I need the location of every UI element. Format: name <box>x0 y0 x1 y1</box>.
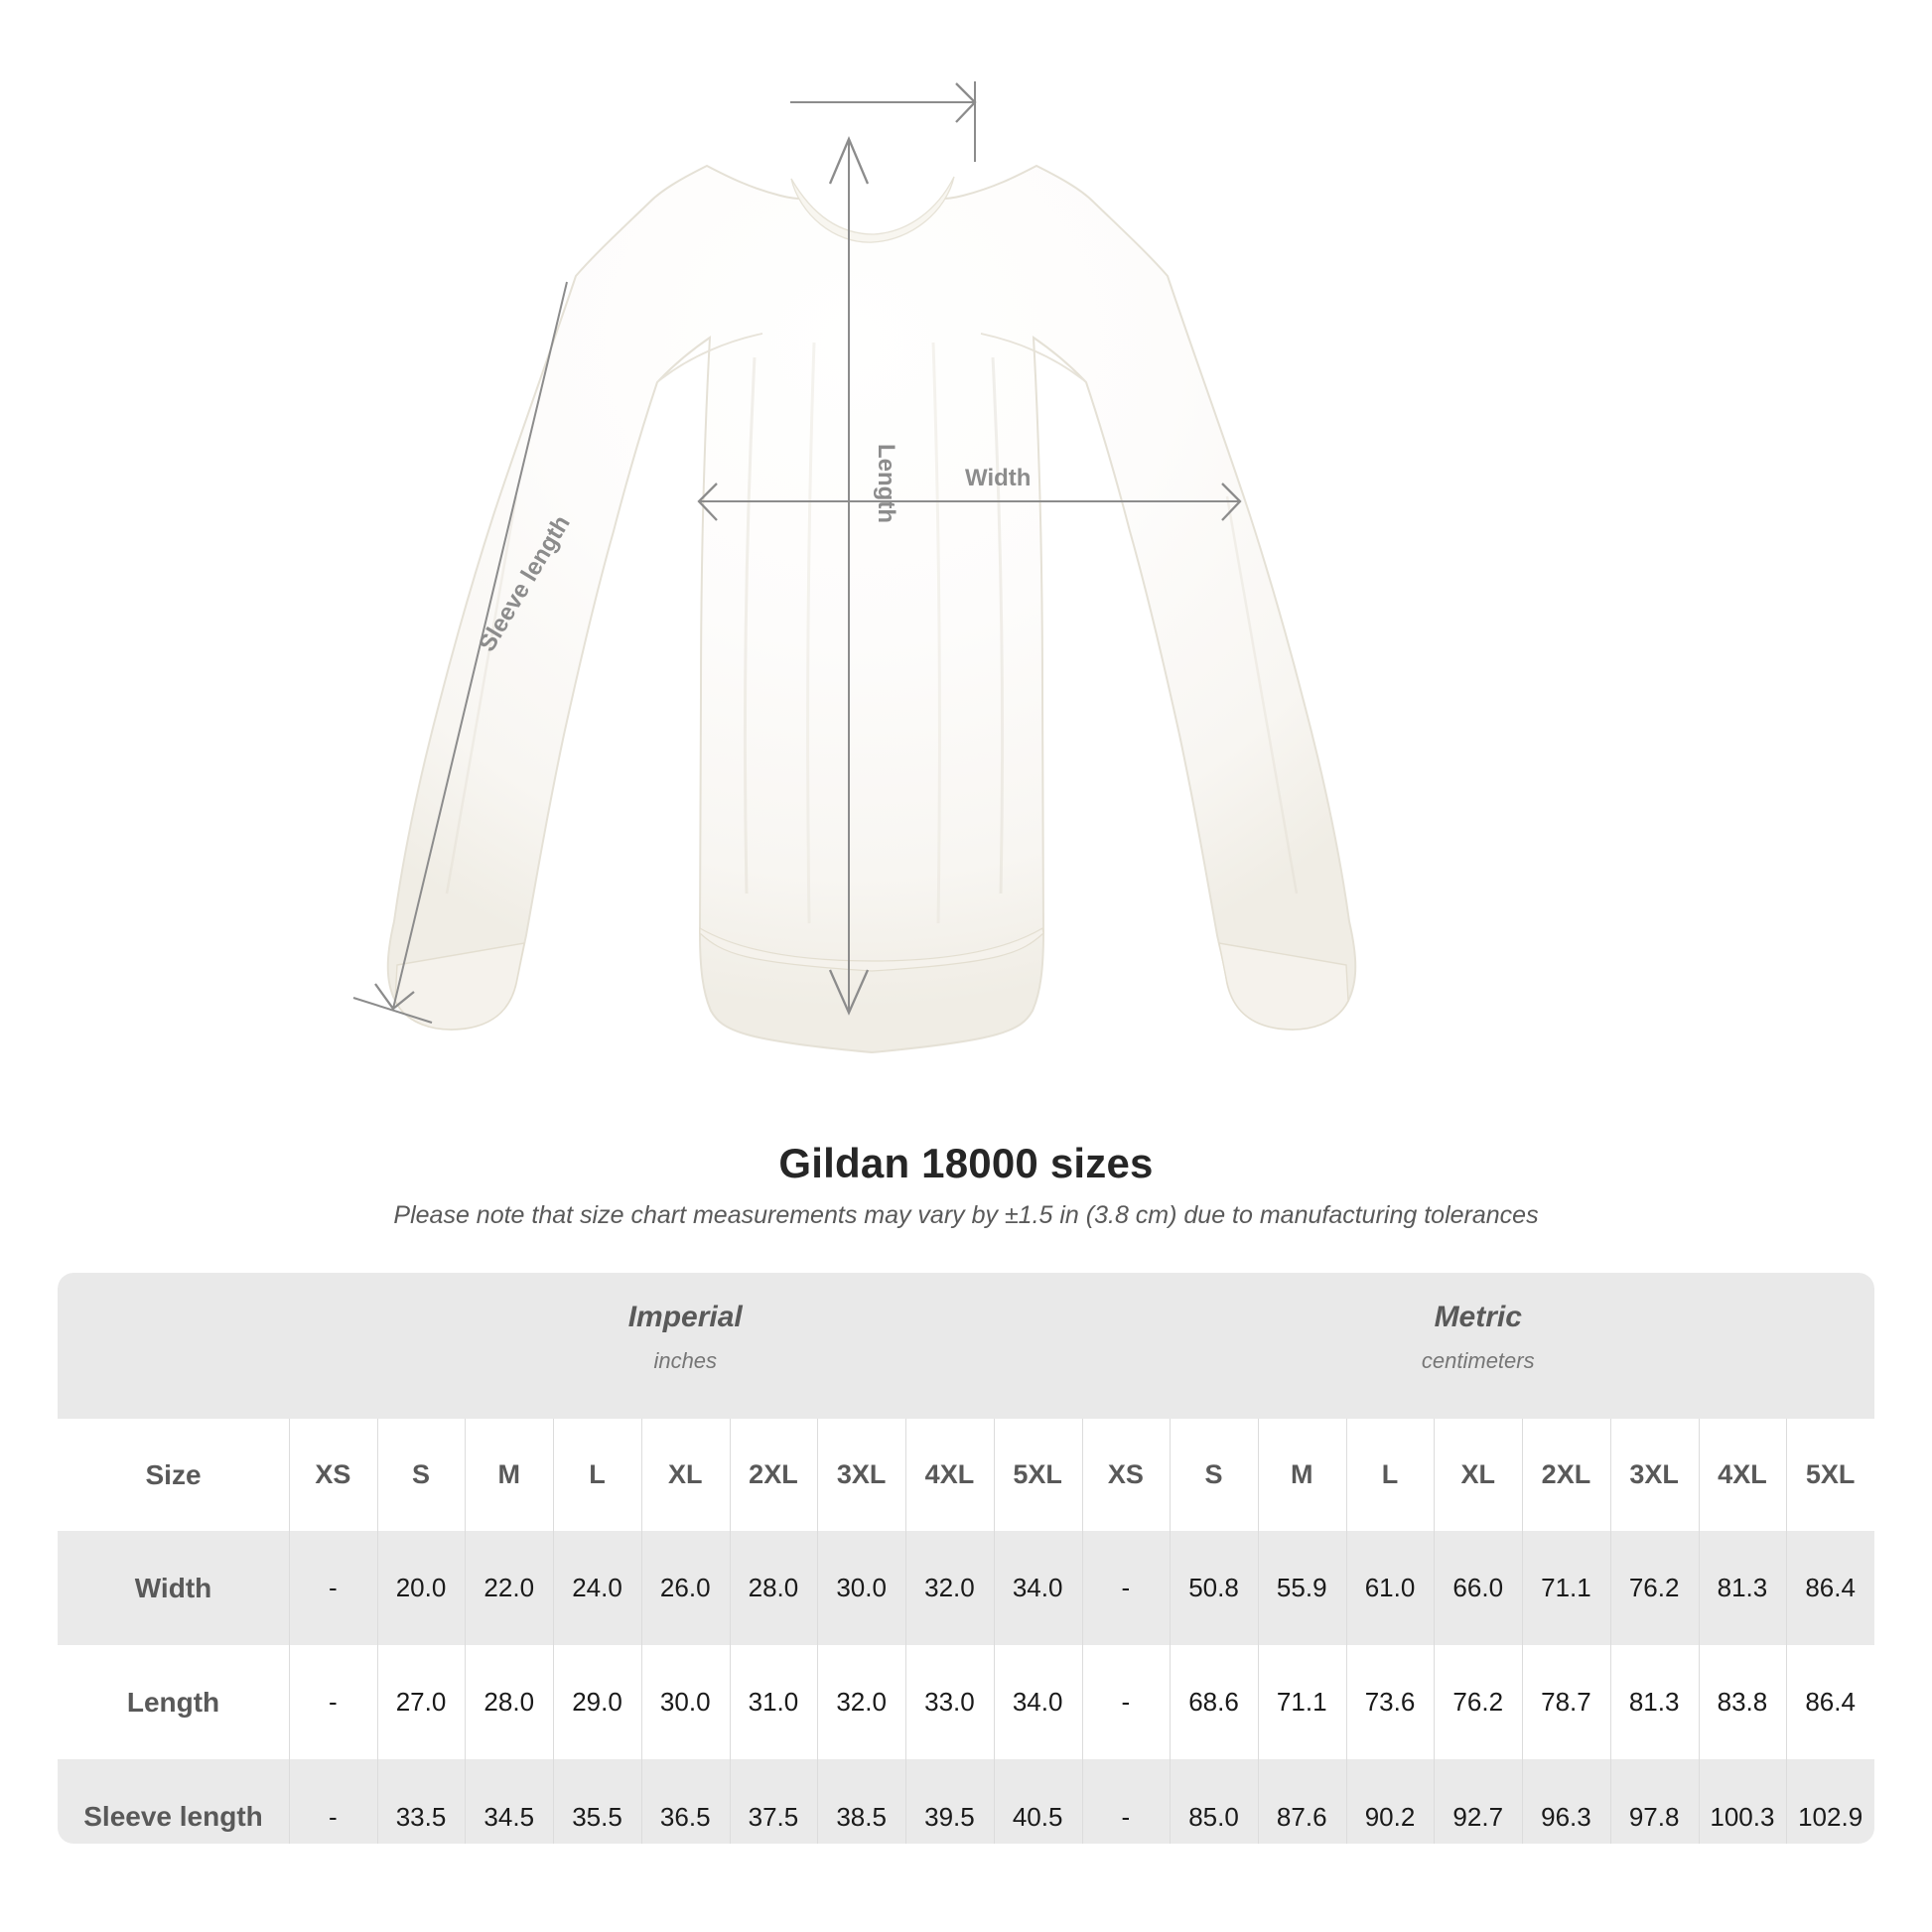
svg-text:Length: Length <box>873 444 899 523</box>
svg-text:Width: Width <box>965 465 1031 491</box>
